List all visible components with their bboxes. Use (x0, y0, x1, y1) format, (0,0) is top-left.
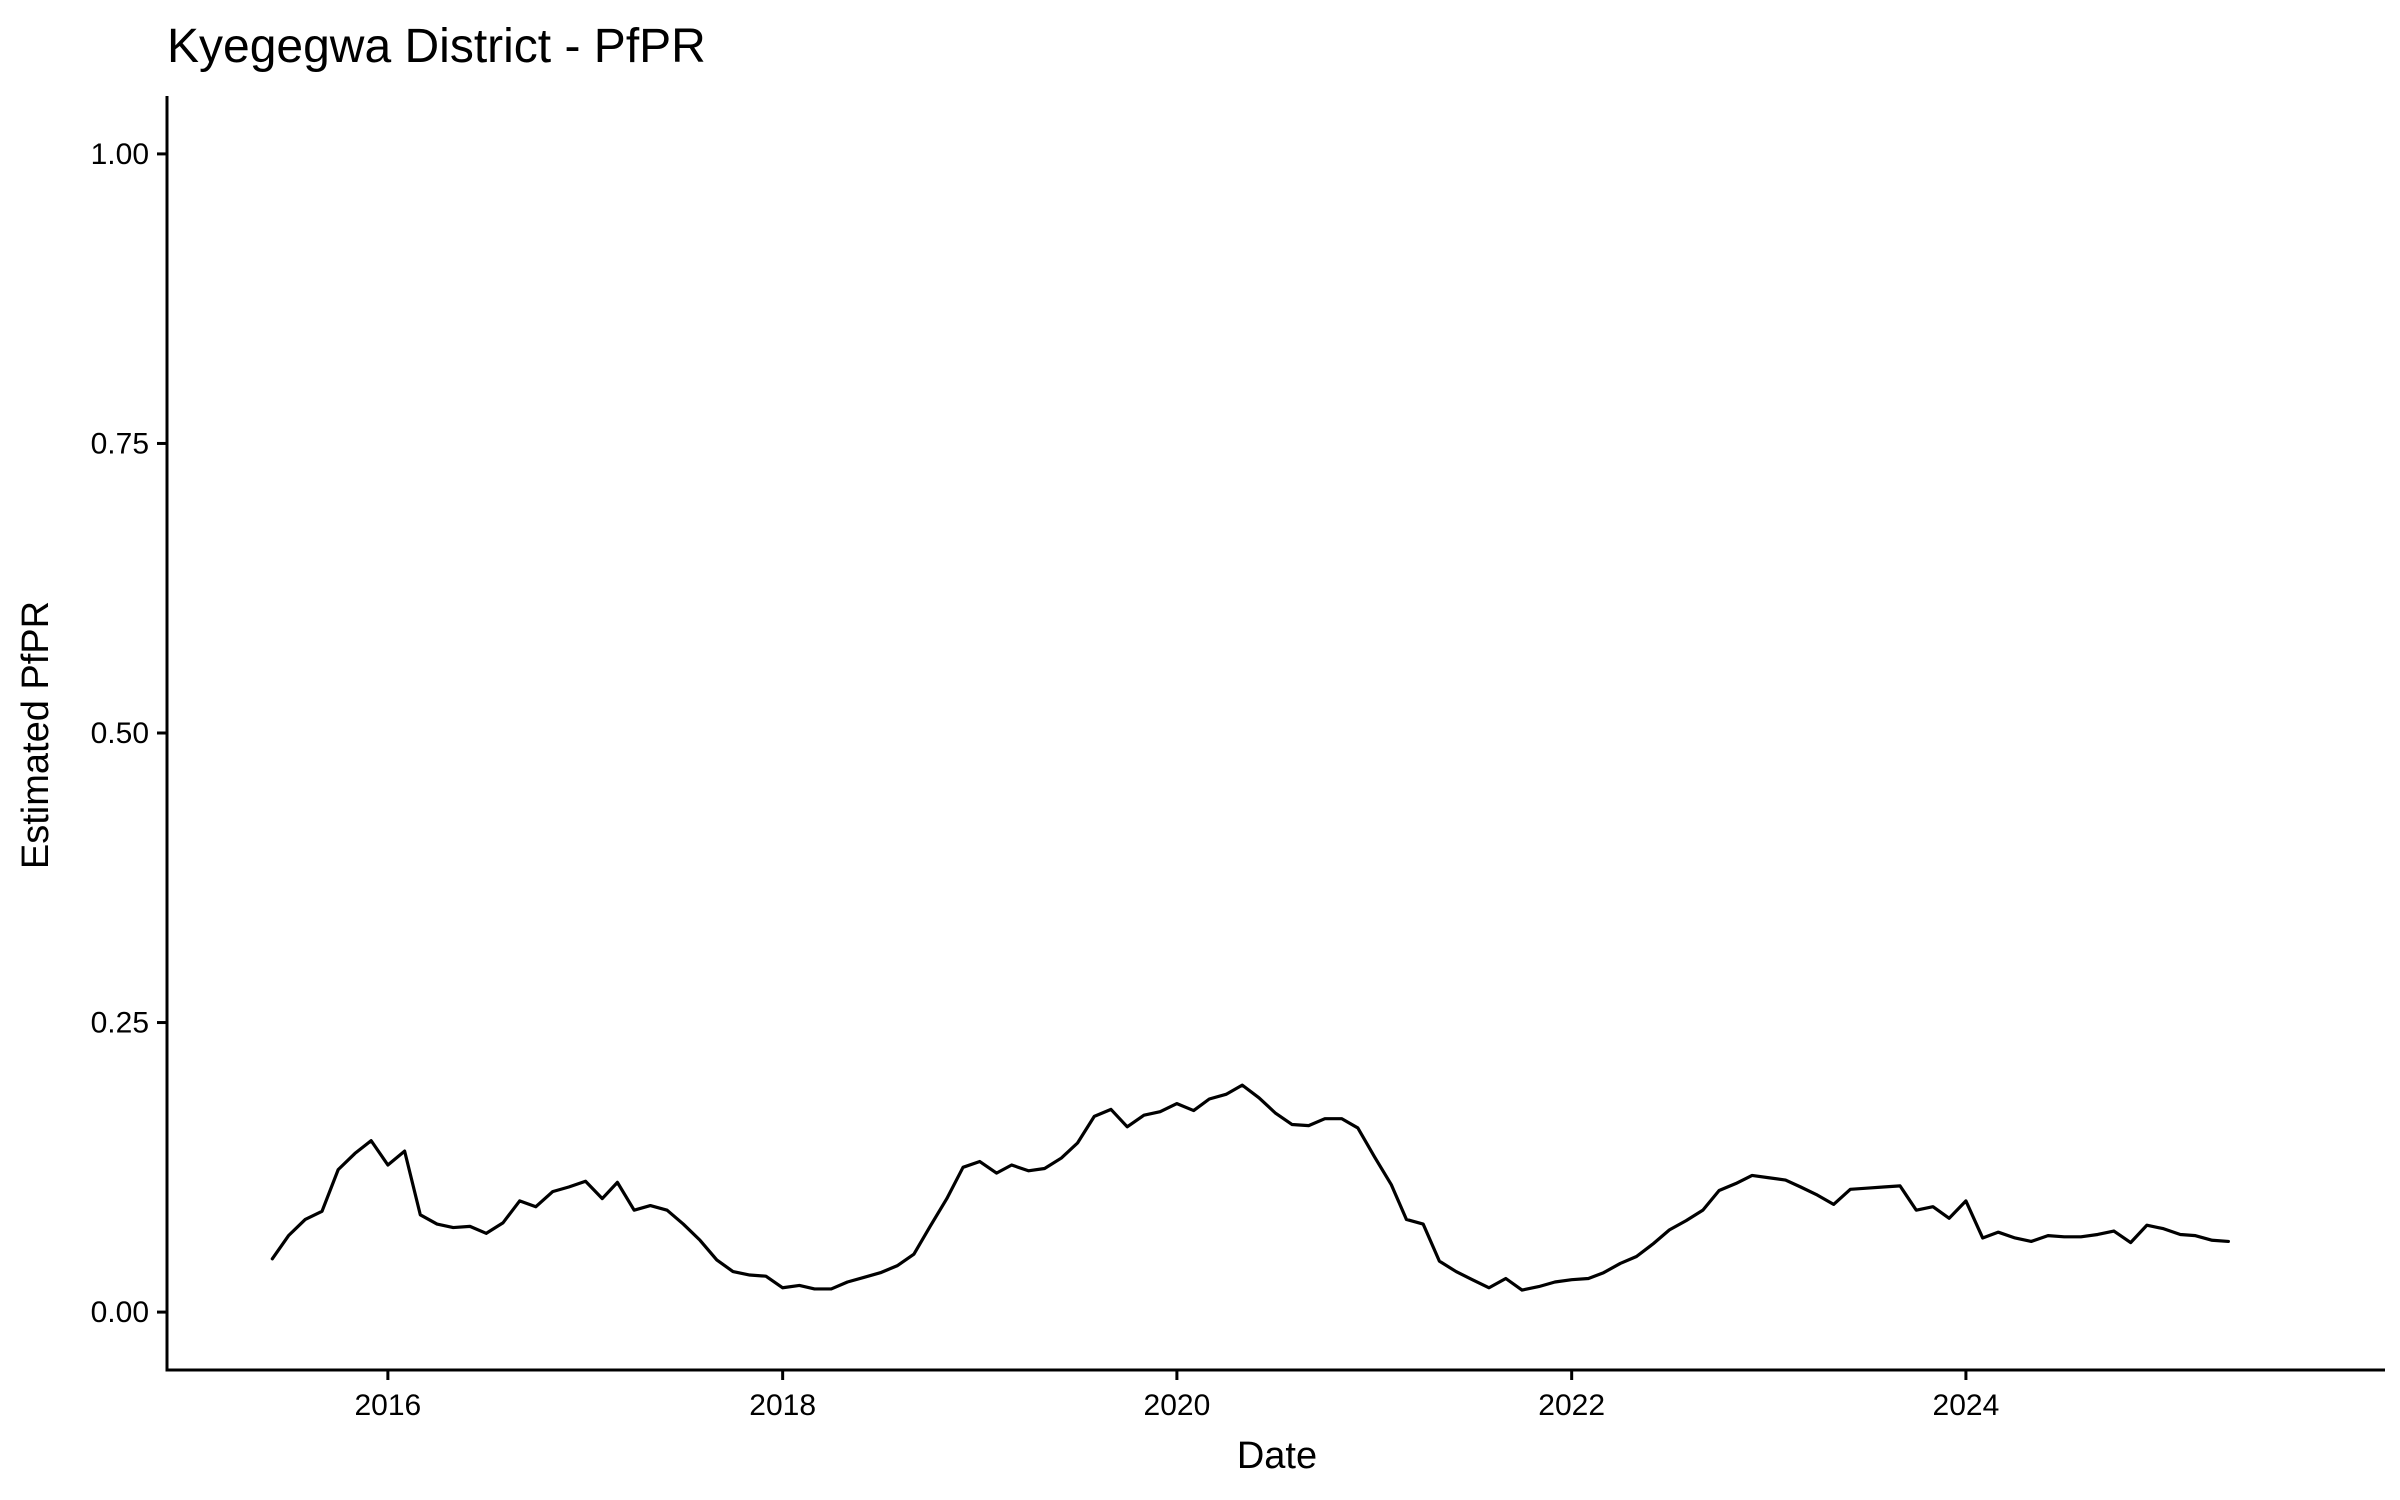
y-tick-label: 0.00 (91, 1296, 149, 1329)
y-tick-label: 1.00 (91, 138, 149, 171)
x-tick-label: 2016 (355, 1389, 422, 1422)
y-tick-label: 0.75 (91, 427, 149, 460)
x-axis-ticks: 2016 2018 2020 2022 2024 (355, 1370, 2000, 1422)
x-tick-label: 2020 (1144, 1389, 1211, 1422)
x-tick-label: 2024 (1933, 1389, 2000, 1422)
y-axis-ticks: 0.00 0.25 0.50 0.75 1.00 (91, 138, 167, 1329)
chart-title: Kyegegwa District - PfPR (167, 20, 706, 73)
x-axis-title: Date (1237, 1435, 1317, 1477)
pfpr-series-line (270, 1083, 2230, 1292)
series-group (270, 1083, 2230, 1292)
x-tick-label: 2018 (749, 1389, 816, 1422)
y-tick-label: 0.50 (91, 717, 149, 750)
y-axis-title: Estimated PfPR (15, 601, 57, 869)
x-tick-label: 2022 (1538, 1389, 1605, 1422)
y-tick-label: 0.25 (91, 1007, 149, 1040)
